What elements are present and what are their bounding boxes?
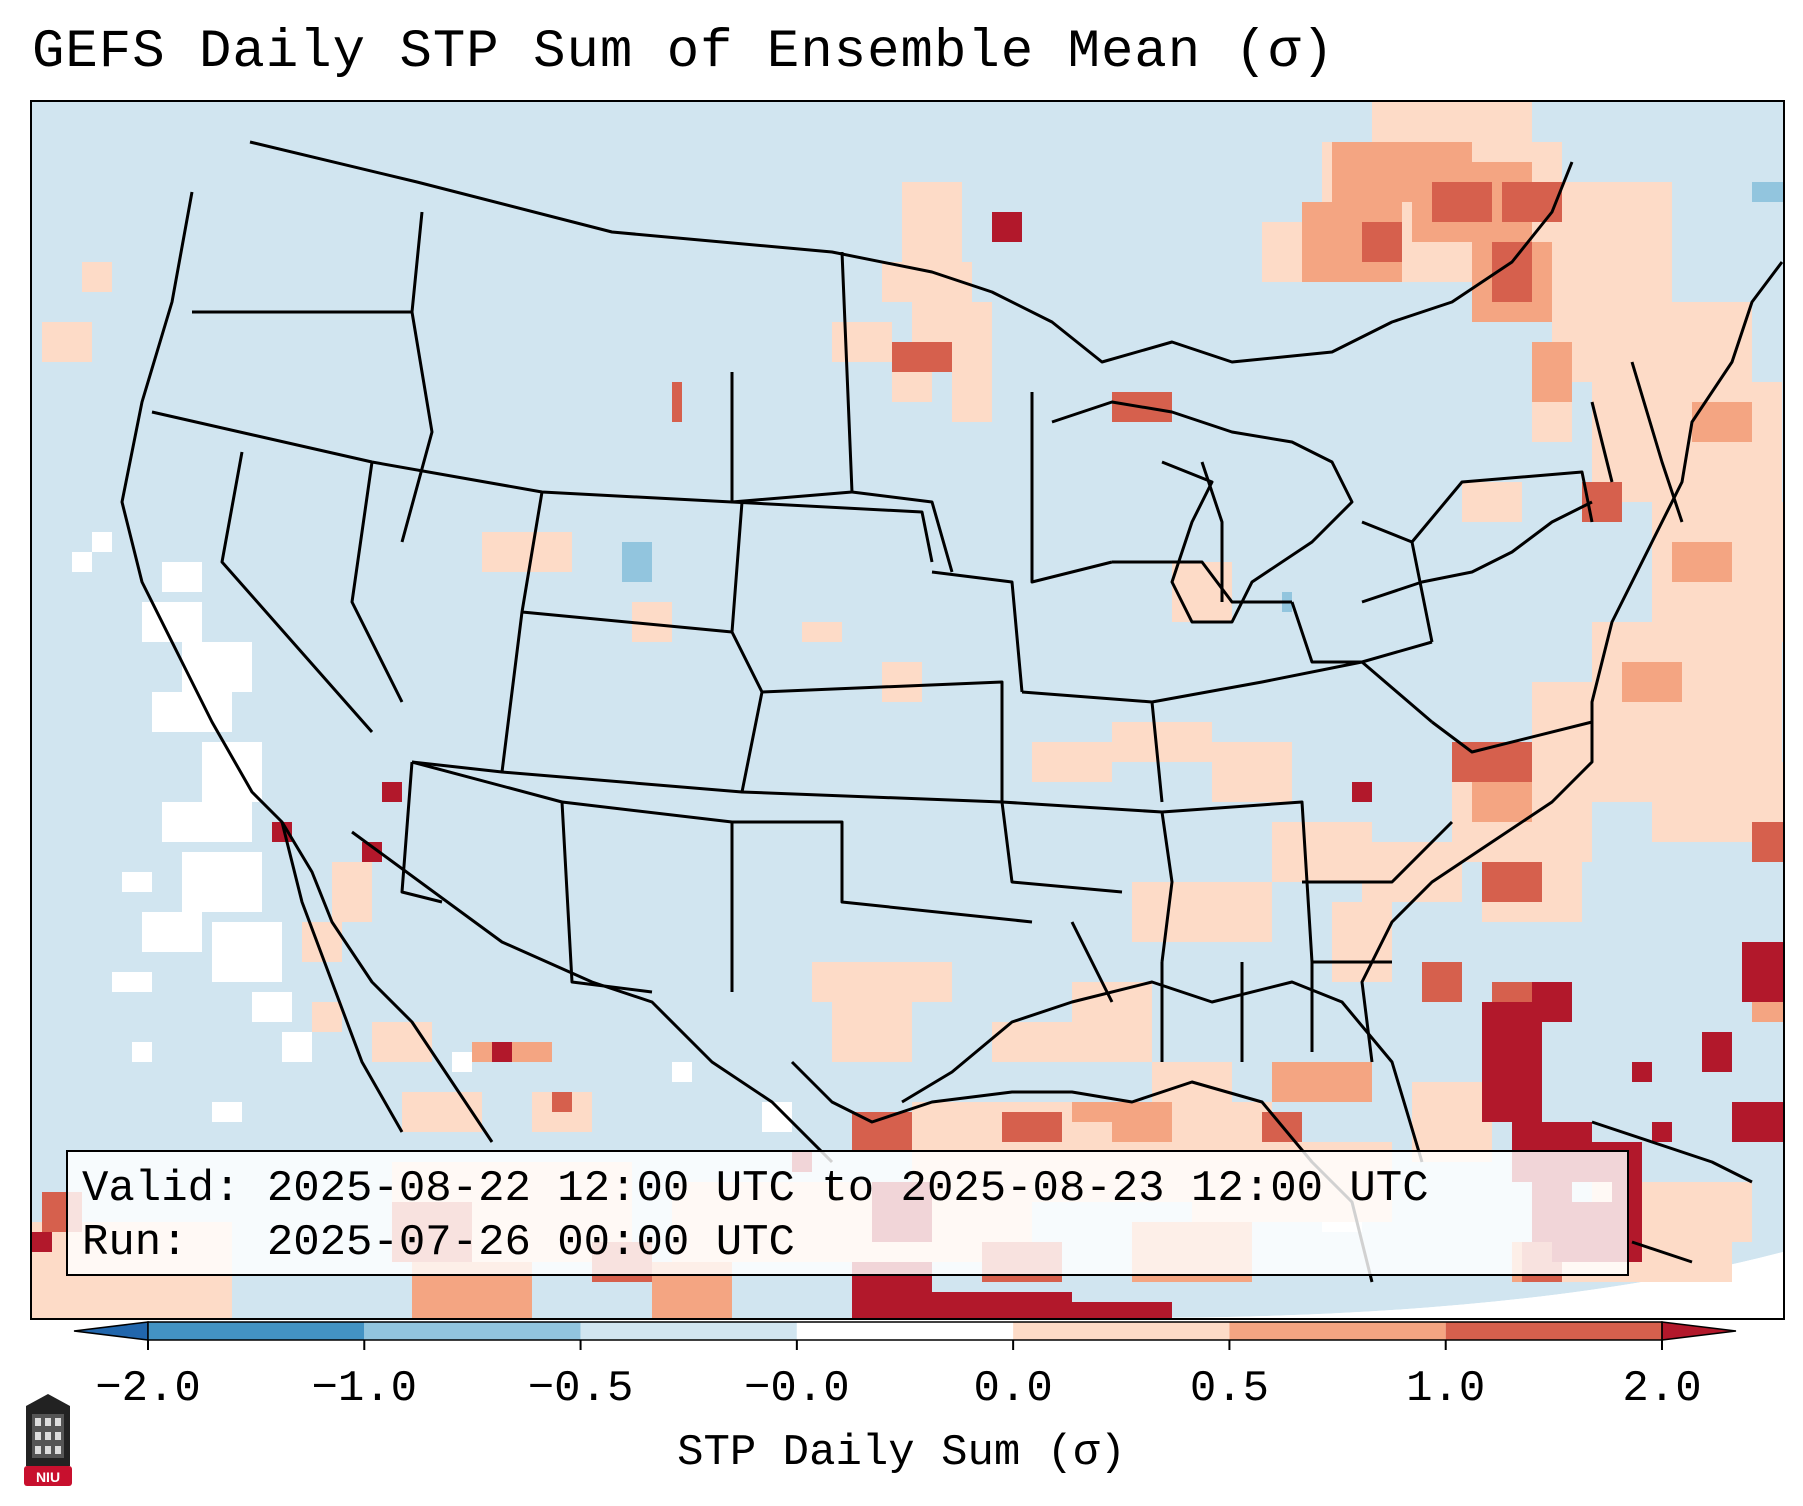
colorbar-bin (580, 1322, 797, 1340)
colorbar-bin (148, 1322, 365, 1340)
map-canvas (32, 102, 1783, 1318)
colorbar-tick-label: −1.0 (311, 1364, 418, 1414)
outside-domain (1132, 1252, 1783, 1318)
colorbar-bin (1013, 1322, 1230, 1340)
colorbar-bin (796, 1322, 1014, 1340)
run-time-text: Run: 2025-07-26 00:00 UTC (82, 1218, 795, 1268)
colorbar-tick-label: 0.5 (1189, 1364, 1270, 1414)
colorbar-label: STP Daily Sum (σ) (677, 1428, 1126, 1478)
colorbar-bin (1229, 1322, 1446, 1340)
colorbar-frame (147, 1321, 1663, 1341)
logo-text: NIU (36, 1469, 60, 1485)
colorbar-tick-label: 1.0 (1406, 1364, 1486, 1414)
colorbar-bin (364, 1322, 581, 1340)
colorbar-extend-high (1661, 1321, 1737, 1341)
map-panel (30, 100, 1785, 1320)
map-domain (32, 102, 1783, 1318)
colorbar-tick-label: 2.0 (1622, 1364, 1702, 1414)
colorbar-bin (1445, 1322, 1662, 1340)
near-zero-pixels (72, 502, 1752, 1232)
colorbar-tick-label: 0.0 (973, 1364, 1053, 1414)
colorbar-tick-label: −2.0 (95, 1364, 201, 1414)
colorbar-tick-label: −0.0 (744, 1364, 850, 1414)
valid-run-info-box: Valid: 2025-08-22 12:00 UTC to 2025-08-2… (66, 1150, 1629, 1276)
niu-logo: NIU (24, 1394, 72, 1486)
boundaries (120, 140, 1783, 1283)
colorbar-tick-label: −0.5 (527, 1364, 634, 1414)
colorbar-extend-low (73, 1321, 149, 1341)
valid-time-text: Valid: 2025-08-22 12:00 UTC to 2025-08-2… (82, 1164, 1429, 1214)
chart-title: GEFS Daily STP Sum of Ensemble Mean (σ) (32, 22, 1335, 83)
